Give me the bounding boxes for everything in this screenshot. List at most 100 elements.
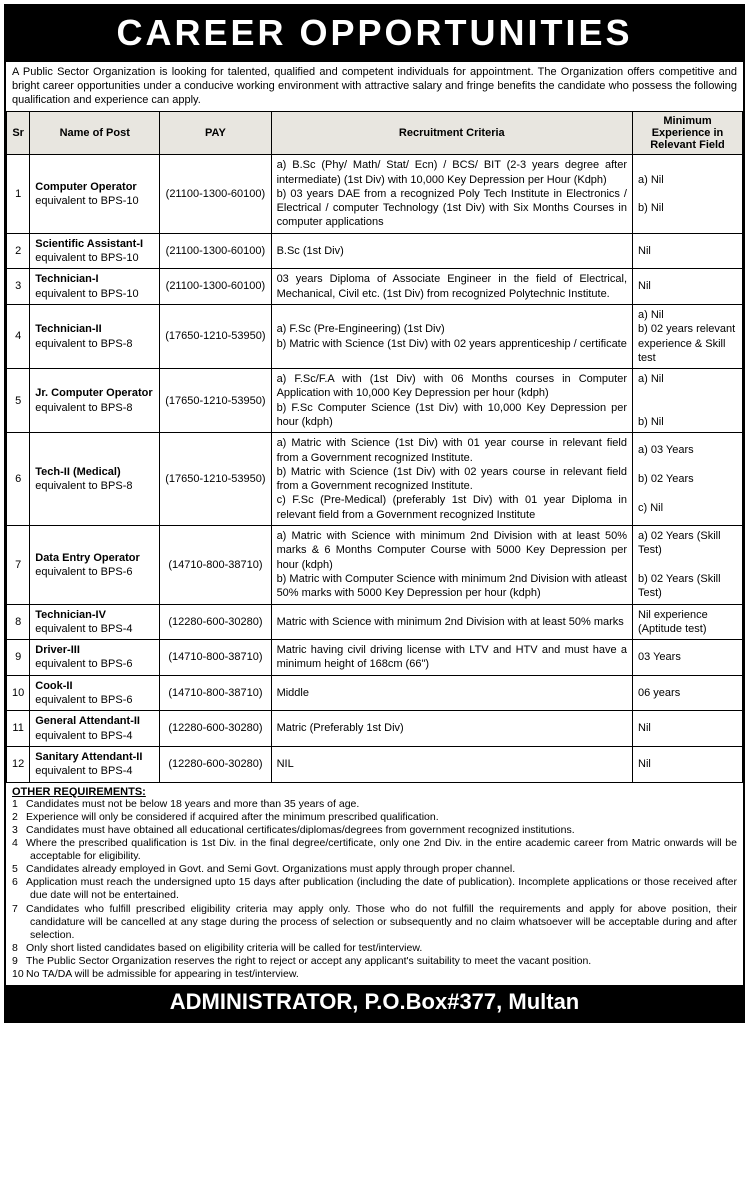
post-bps: equivalent to BPS-4 — [35, 730, 132, 742]
col-criteria: Recruitment Criteria — [271, 112, 632, 155]
post-name: Cook-II — [35, 680, 72, 692]
cell-pay: (12280-600-30280) — [160, 746, 271, 782]
cell-sr: 4 — [7, 304, 30, 368]
requirement-item: Application must reach the undersigned u… — [12, 876, 737, 902]
post-bps: equivalent to BPS-6 — [35, 694, 132, 706]
cell-post: Tech-II (Medical) equivalent to BPS-8 — [30, 433, 160, 526]
cell-sr: 11 — [7, 711, 30, 747]
cell-criteria: Matric with Science with minimum 2nd Div… — [271, 604, 632, 640]
cell-post: General Attendant-II equivalent to BPS-4 — [30, 711, 160, 747]
cell-sr: 1 — [7, 155, 30, 233]
post-name: Technician-IV — [35, 609, 106, 621]
cell-pay: (12280-600-30280) — [160, 604, 271, 640]
page-title: CAREER OPPORTUNITIES — [6, 6, 743, 62]
cell-criteria: a) Matric with Science (1st Div) with 01… — [271, 433, 632, 526]
cell-sr: 12 — [7, 746, 30, 782]
post-bps: equivalent to BPS-10 — [35, 195, 138, 207]
table-row: 12 Sanitary Attendant-II equivalent to BPS… — [7, 746, 743, 782]
post-name: Computer Operator — [35, 181, 136, 193]
table-row: 4 Technician-II equivalent to BPS-8 (17650-… — [7, 304, 743, 368]
post-bps: equivalent to BPS-6 — [35, 566, 132, 578]
cell-post: Sanitary Attendant-II equivalent to BPS-4 — [30, 746, 160, 782]
post-name: Scientific Assistant-I — [35, 238, 143, 250]
table-row: 3Technician-Iequivalent to BPS-10(21100-… — [7, 269, 743, 305]
table-row: 6Tech-II (Medical)equivalent to BPS-8(17… — [7, 433, 743, 526]
cell-post: Jr. Computer Operator equivalent to BPS-8 — [30, 369, 160, 433]
cell-pay: (21100-1300-60100) — [160, 233, 271, 269]
post-name: General Attendant-II — [35, 715, 140, 727]
table-row: 11 General Attendant-II equivalent to BPS-… — [7, 711, 743, 747]
cell-post: Technician-Iequivalent to BPS-10 — [30, 269, 160, 305]
cell-experience: a) 02 Years (Skill Test) b) 02 Years (Sk… — [633, 526, 743, 604]
cell-criteria: a) F.Sc (Pre-Engineering) (1st Div) b) M… — [271, 304, 632, 368]
cell-pay: (14710-800-38710) — [160, 526, 271, 604]
col-exp: Minimum Experience in Relevant Field — [633, 112, 743, 155]
cell-post: Computer Operator equivalent to BPS-10 — [30, 155, 160, 233]
cell-criteria: Matric (Preferably 1st Div) — [271, 711, 632, 747]
post-bps: equivalent to BPS-8 — [35, 402, 132, 414]
cell-experience: a) Nil b) Nil — [633, 369, 743, 433]
cell-criteria: 03 years Diploma of Associate Engineer i… — [271, 269, 632, 305]
cell-sr: 5 — [7, 369, 30, 433]
post-name: Driver-III — [35, 644, 80, 656]
cell-experience: a) Nil b) 02 years relevant experience &… — [633, 304, 743, 368]
requirement-item: The Public Sector Organization reserves … — [12, 955, 737, 968]
requirement-item: Only short listed candidates based on el… — [12, 942, 737, 955]
cell-post: Driver-III equivalent to BPS-6 — [30, 640, 160, 676]
requirement-item: Where the prescribed qualification is 1s… — [12, 837, 737, 863]
table-row: 2Scientific Assistant-Iequivalent to BPS… — [7, 233, 743, 269]
cell-criteria: NIL — [271, 746, 632, 782]
post-bps: equivalent to BPS-8 — [35, 338, 132, 350]
jobs-table: Sr Name of Post PAY Recruitment Criteria… — [6, 111, 743, 782]
cell-pay: (21100-1300-60100) — [160, 269, 271, 305]
col-sr: Sr — [7, 112, 30, 155]
cell-pay: (17650-1210-53950) — [160, 369, 271, 433]
table-header-row: Sr Name of Post PAY Recruitment Criteria… — [7, 112, 743, 155]
col-pay: PAY — [160, 112, 271, 155]
cell-pay: (12280-600-30280) — [160, 711, 271, 747]
cell-criteria: a) Matric with Science with minimum 2nd … — [271, 526, 632, 604]
post-name: Technician-I — [35, 273, 98, 285]
cell-post: Data Entry Operator equivalent to BPS-6 — [30, 526, 160, 604]
cell-experience: a) 03 Years b) 02 Years c) Nil — [633, 433, 743, 526]
post-bps: equivalent to BPS-8 — [35, 480, 132, 492]
post-name: Tech-II (Medical) — [35, 466, 120, 478]
post-bps: equivalent to BPS-4 — [35, 765, 132, 777]
table-row: 8Technician-IVequivalent to BPS-4(12280-… — [7, 604, 743, 640]
cell-sr: 9 — [7, 640, 30, 676]
cell-experience: a) Nil b) Nil — [633, 155, 743, 233]
col-post: Name of Post — [30, 112, 160, 155]
requirement-item: Candidates already employed in Govt. and… — [12, 863, 737, 876]
cell-post: Scientific Assistant-Iequivalent to BPS-… — [30, 233, 160, 269]
cell-sr: 7 — [7, 526, 30, 604]
footer-address: ADMINISTRATOR, P.O.Box#377, Multan — [6, 985, 743, 1021]
requirement-item: Candidates must not be below 18 years an… — [12, 798, 737, 811]
table-row: 7 Data Entry Operator equivalent to BPS-6 (… — [7, 526, 743, 604]
other-requirements: Candidates must not be below 18 years an… — [6, 798, 743, 986]
table-row: 5 Jr. Computer Operator equivalent to BPS-… — [7, 369, 743, 433]
cell-experience: Nil — [633, 711, 743, 747]
post-name: Sanitary Attendant-II — [35, 751, 142, 763]
cell-pay: (17650-1210-53950) — [160, 304, 271, 368]
post-name: Jr. Computer Operator — [35, 387, 152, 399]
cell-criteria: Matric having civil driving license with… — [271, 640, 632, 676]
table-row: 10Cook-IIequivalent to BPS-6(14710-800-3… — [7, 675, 743, 711]
cell-sr: 8 — [7, 604, 30, 640]
intro-paragraph: A Public Sector Organization is looking … — [6, 62, 743, 111]
cell-criteria: Middle — [271, 675, 632, 711]
requirement-item: No TA/DA will be admissible for appearin… — [12, 968, 737, 981]
table-row: 1Computer Operatorequivalent to BPS-10(2… — [7, 155, 743, 233]
cell-pay: (14710-800-38710) — [160, 640, 271, 676]
cell-sr: 6 — [7, 433, 30, 526]
cell-pay: (14710-800-38710) — [160, 675, 271, 711]
post-name: Data Entry Operator — [35, 552, 140, 564]
requirement-item: Candidates who fulfill prescribed eligib… — [12, 903, 737, 942]
cell-sr: 3 — [7, 269, 30, 305]
cell-experience: Nil experience (Aptitude test) — [633, 604, 743, 640]
cell-post: Technician-IVequivalent to BPS-4 — [30, 604, 160, 640]
post-bps: equivalent to BPS-6 — [35, 658, 132, 670]
cell-experience: Nil — [633, 746, 743, 782]
post-name: Technician-II — [35, 323, 101, 335]
table-row: 9 Driver-III equivalent to BPS-6 (14710-800… — [7, 640, 743, 676]
cell-experience: Nil — [633, 269, 743, 305]
